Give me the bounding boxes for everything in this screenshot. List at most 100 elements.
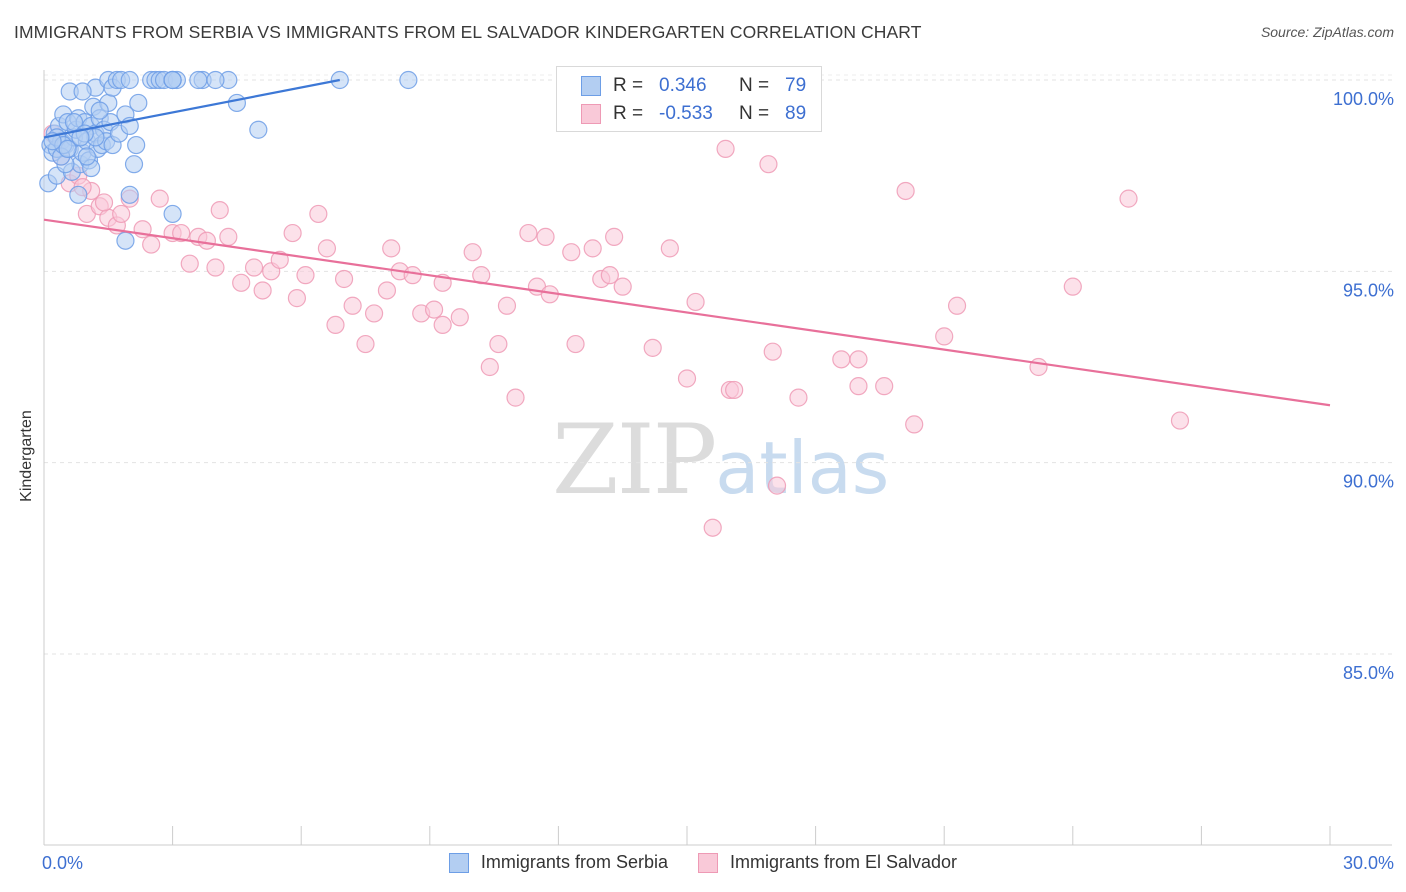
salvador-point [789, 388, 808, 407]
salvador-point [317, 239, 337, 258]
serbia-point [249, 120, 268, 139]
salvador-point [605, 227, 624, 246]
salvador-point [112, 204, 131, 224]
serbia-r-value: 0.346 [659, 75, 707, 96]
serbia-point [71, 128, 90, 147]
salvador-point [450, 308, 469, 327]
serbia-point [90, 101, 109, 120]
salvador-point [562, 243, 581, 262]
y-tick-label: 100.0% [1333, 89, 1394, 109]
salvador-point [566, 334, 585, 354]
salvador-point [1063, 277, 1082, 296]
salvador-point [219, 227, 238, 246]
salvador-point [497, 296, 517, 315]
serbia-legend-label: Immigrants from Serbia [480, 852, 668, 872]
salvador-point [334, 269, 354, 289]
watermark-atlas: atlas [715, 426, 890, 510]
salvador-point [172, 223, 191, 243]
salvador-point [506, 388, 525, 407]
salvador-point [583, 239, 602, 258]
r-label: R = [613, 103, 644, 124]
legend-row-salvador: R = -0.533 N = 89 [581, 101, 806, 127]
salvador-n-value: 89 [785, 103, 807, 124]
salvador-point [287, 289, 307, 308]
watermark-zip: ZIP [552, 404, 717, 516]
salvador-point [767, 476, 787, 495]
salvador-point [150, 189, 169, 208]
salvador-point [613, 277, 632, 296]
salvador-point [489, 334, 508, 354]
salvador-point [725, 380, 744, 400]
watermark: ZIPatlas [552, 404, 889, 516]
serbia-point [227, 93, 246, 113]
legend-item-salvador: Immigrants from El Salvador [697, 852, 958, 873]
salvador-point [480, 357, 499, 377]
salvador-trend-line [43, 218, 1331, 407]
salvador-point [296, 266, 315, 285]
salvador-point [180, 254, 199, 273]
serbia-point [127, 135, 146, 155]
n-label: N = [739, 75, 770, 96]
serbia-n-value: 79 [785, 75, 807, 96]
salvador-point [253, 281, 272, 300]
salvador-r-value: -0.533 [659, 103, 713, 124]
salvador-point [1119, 189, 1138, 208]
salvador-point [935, 327, 954, 346]
serbia-point [58, 139, 77, 158]
serbia-point [69, 185, 88, 204]
serbia-point [120, 70, 139, 90]
salvador-point [849, 350, 868, 369]
salvador-swatch [581, 104, 601, 124]
salvador-legend-swatch [697, 852, 718, 873]
salvador-point [947, 296, 967, 315]
salvador-point [1170, 411, 1190, 430]
salvador-point [197, 231, 216, 250]
source-label: Source: ZipAtlas.com [1260, 24, 1394, 40]
salvador-point [519, 223, 538, 243]
salvador-point [536, 227, 555, 246]
salvador-point [364, 304, 384, 323]
salvador-point [309, 204, 328, 224]
legend-row-serbia: R = 0.346 N = 79 [581, 73, 806, 99]
salvador-point [600, 266, 619, 285]
salvador-point [142, 235, 161, 254]
salvador-point [433, 315, 452, 335]
salvador-legend-label: Immigrants from El Salvador [729, 852, 958, 872]
serbia-point [120, 185, 139, 204]
salvador-point [343, 296, 362, 315]
salvador-point [896, 181, 915, 201]
serbia-point [206, 70, 225, 90]
salvador-point [677, 369, 697, 388]
y-axis-label: Kindergarten [18, 410, 35, 502]
salvador-point [232, 273, 251, 292]
stats-legend: R = 0.346 N = 79 R = -0.533 N = 89 [556, 66, 822, 132]
salvador-point [382, 239, 401, 258]
x-tick-label: 0.0% [42, 853, 83, 873]
x-tick-label: 30.0% [1343, 853, 1394, 873]
salvador-point [849, 377, 868, 396]
salvador-point [703, 518, 722, 537]
salvador-point [660, 239, 679, 258]
salvador-point [403, 266, 422, 285]
salvador-point [905, 415, 924, 434]
serbia-point [163, 70, 182, 90]
chart-title: IMMIGRANTS FROM SERBIA VS IMMIGRANTS FRO… [14, 22, 922, 42]
serbia-point [77, 147, 96, 166]
serbia-trend-line [43, 78, 340, 139]
salvador-point [356, 334, 375, 354]
legend-item-serbia: Immigrants from Serbia [448, 852, 668, 873]
salvador-point [463, 243, 482, 262]
salvador-point [94, 193, 114, 212]
salvador-point [326, 315, 345, 335]
salvador-point [716, 139, 735, 158]
serbia-swatch [581, 76, 601, 96]
serbia-point [129, 93, 148, 113]
y-tick-label: 95.0% [1343, 280, 1394, 300]
serbia-point [189, 70, 208, 90]
salvador-point [832, 350, 851, 369]
series-legend: Immigrants from Serbia Immigrants from E… [0, 852, 1406, 873]
salvador-point [210, 201, 229, 220]
y-tick-label: 85.0% [1343, 663, 1394, 683]
salvador-point [1029, 357, 1048, 377]
